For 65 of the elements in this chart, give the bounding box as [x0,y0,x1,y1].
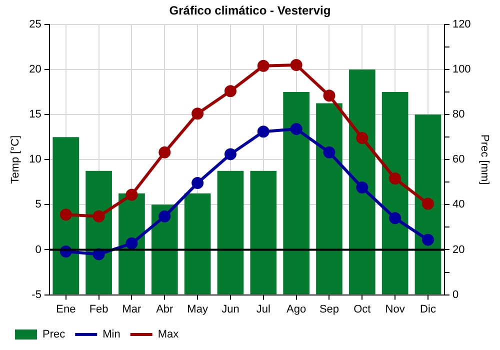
point [356,132,368,144]
point [126,237,138,250]
bar [52,137,80,294]
x-tick-label: Dic [420,303,436,316]
x-tick-label: Ene [56,303,76,316]
bar [283,92,310,294]
point [389,212,402,224]
y-tick-label: 25 [29,18,42,30]
y-tick-label: 15 [29,108,42,121]
legend-label: Max [158,328,180,341]
legend-label: Min [102,328,120,341]
x-tick-label: May [187,303,208,316]
bar [250,170,277,294]
x-tick-label: Jun [222,303,240,316]
y2-tick-label: 40 [452,198,465,211]
point [92,248,105,260]
point [323,146,336,158]
x-tick-label: Ago [286,303,306,316]
x-tick-label: Sep [319,303,340,316]
x-tick-label: Mar [122,303,142,316]
y-tick-label: 5 [35,198,42,211]
y-tick-label: 20 [29,64,42,76]
point [192,177,204,190]
y2-tick-label: 20 [452,244,465,256]
bar [348,69,376,294]
point [126,188,138,201]
x-tick-label: Feb [89,303,108,316]
point [224,85,236,98]
point [192,108,204,120]
point [422,234,434,246]
y-tick-label: 10 [29,154,42,166]
chart-title: Gráfico climático - Vestervig [169,4,331,18]
y-tick-label: 0 [35,244,42,256]
point [323,90,336,102]
y-tick-label: -5 [32,288,42,301]
point [257,60,270,72]
point [290,58,302,71]
point [422,198,434,210]
y2-tick-label: 80 [452,108,465,121]
bar [151,204,178,294]
x-tick-label: Jul [256,303,270,316]
point [92,210,105,222]
point [257,126,270,138]
point [158,210,171,222]
point [356,182,368,194]
y2-axis-title: Prec [mm] [478,134,490,185]
point [224,148,236,160]
y2-tick-label: 60 [452,154,465,166]
y2-tick-label: 0 [452,288,459,301]
y2-tick-label: 100 [452,64,471,76]
legend-label: Prec [42,328,66,341]
point [60,208,72,221]
x-tick-label: Abr [156,303,174,316]
bar [184,193,211,294]
point [290,122,302,135]
point [158,146,171,158]
bar [217,170,244,294]
bar [382,92,408,294]
bar [316,103,342,294]
x-tick-label: Nov [385,303,406,316]
bar [414,114,442,294]
x-tick-label: Oct [354,303,371,316]
y2-tick-label: 120 [452,18,471,30]
point [389,172,402,185]
y-axis-title: Temp [°C] [10,135,22,184]
